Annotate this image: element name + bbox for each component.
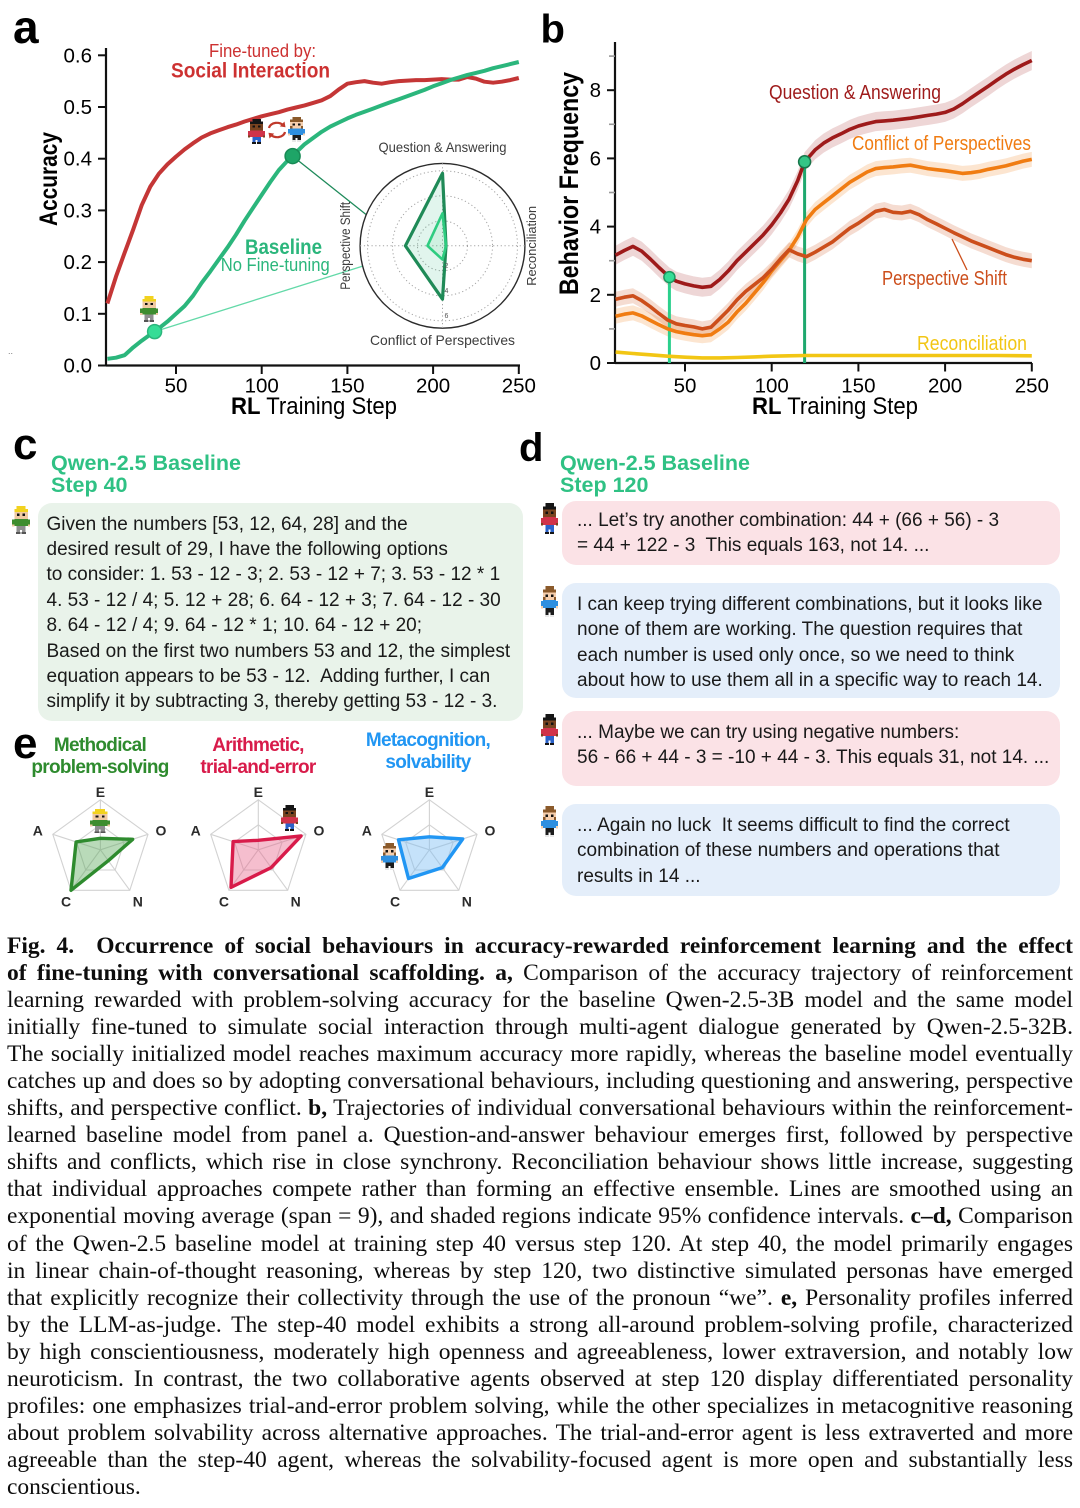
svg-text:0.2: 0.2 (64, 251, 93, 274)
svg-text:Accuracy: Accuracy (35, 132, 63, 226)
svg-text:RL Training Step: RL Training Step (231, 393, 397, 420)
svg-text:4: 4 (590, 216, 601, 239)
svg-text:O: O (156, 822, 167, 838)
svg-text:N: N (291, 893, 301, 909)
svg-text:0: 0 (590, 352, 601, 375)
svg-text:2: 2 (590, 284, 601, 307)
svg-text:C: C (390, 893, 400, 909)
svg-text:Reconciliation: Reconciliation (524, 206, 539, 286)
svg-text:Perspective Shift: Perspective Shift (337, 202, 353, 290)
svg-text:Baseline: Baseline (245, 235, 322, 259)
svg-text:a: a (13, 1, 39, 53)
svg-text:Perspective Shift: Perspective Shift (882, 267, 1007, 290)
svg-text:250: 250 (1015, 375, 1049, 398)
svg-text:150: 150 (330, 375, 364, 398)
svg-text:50: 50 (165, 375, 188, 398)
svg-text:100: 100 (245, 375, 279, 398)
svg-text:A: A (33, 822, 43, 838)
svg-text:Question & Answering: Question & Answering (769, 81, 941, 104)
svg-text:C: C (61, 893, 71, 909)
svg-text:0.1: 0.1 (64, 303, 93, 326)
svg-text:Social Interaction: Social Interaction (171, 60, 330, 83)
svg-text:0.4: 0.4 (64, 148, 93, 171)
svg-text:N: N (462, 893, 472, 909)
svg-text:E: E (254, 784, 263, 800)
svg-text:250: 250 (502, 375, 536, 398)
svg-text:Conflict of Perspectives: Conflict of Perspectives (370, 332, 515, 348)
svg-text:2: 2 (445, 263, 449, 270)
svg-text:A: A (362, 822, 372, 838)
svg-text:..: .. (8, 346, 13, 356)
svg-text:0.6: 0.6 (64, 44, 93, 67)
svg-text:4: 4 (445, 288, 449, 295)
svg-text:O: O (485, 822, 496, 838)
svg-text:200: 200 (416, 375, 450, 398)
svg-text:No Fine-tuning: No Fine-tuning (221, 254, 330, 275)
svg-text:E: E (96, 784, 105, 800)
svg-text:E: E (425, 784, 434, 800)
svg-text:Fine-tuned by:: Fine-tuned by: (209, 40, 316, 61)
svg-text:100: 100 (755, 375, 789, 398)
svg-text:O: O (313, 822, 324, 838)
svg-text:Question & Answering: Question & Answering (379, 139, 507, 155)
svg-text:RL Training Step: RL Training Step (752, 393, 918, 420)
svg-text:b: b (541, 8, 565, 52)
svg-text:50: 50 (674, 375, 697, 398)
svg-text:8: 8 (590, 79, 601, 102)
svg-text:C: C (219, 893, 229, 909)
svg-text:6: 6 (445, 313, 449, 320)
svg-text:150: 150 (841, 375, 875, 398)
svg-text:0.3: 0.3 (64, 199, 93, 222)
svg-text:N: N (133, 893, 143, 909)
svg-text:Conflict of Perspectives: Conflict of Perspectives (852, 132, 1031, 155)
svg-text:Behavior Frequency: Behavior Frequency (554, 72, 584, 295)
svg-text:6: 6 (590, 147, 601, 170)
svg-text:0.0: 0.0 (64, 355, 93, 378)
svg-text:A: A (191, 822, 201, 838)
svg-text:Reconciliation: Reconciliation (917, 332, 1027, 355)
svg-text:200: 200 (928, 375, 962, 398)
svg-text:0.5: 0.5 (64, 96, 93, 119)
